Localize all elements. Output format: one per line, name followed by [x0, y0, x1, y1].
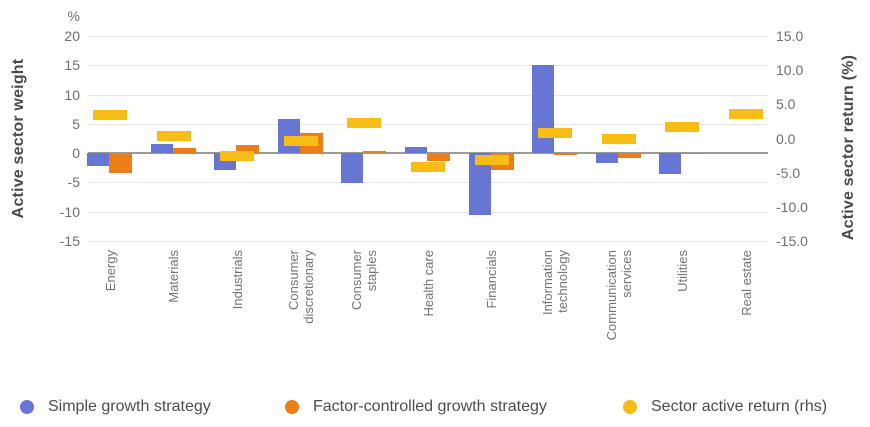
- left-axis-tick-label: 15: [64, 57, 80, 74]
- dash-sector-active-return: [474, 154, 509, 165]
- category-label: Utilities: [674, 250, 690, 292]
- gridline: [88, 211, 768, 213]
- dash-sector-active-return: [220, 151, 255, 162]
- category-label: Materials: [166, 250, 182, 303]
- dash-sector-active-return: [411, 161, 445, 172]
- dash-sector-active-return: [283, 135, 318, 146]
- left-axis-tick-label: 5: [72, 115, 80, 132]
- left-axis-tick-label: -10: [59, 203, 80, 220]
- gridline: [88, 65, 768, 67]
- legend-label: Sector active return (rhs): [651, 398, 828, 415]
- category-label: Health care: [420, 250, 436, 317]
- right-axis-tick-label: -10.0: [776, 198, 808, 215]
- legend-label: Factor-controlled growth strategy: [313, 398, 547, 415]
- bar-factor-controlled: [427, 153, 450, 162]
- bar-factor-controlled: [681, 153, 705, 155]
- right-axis-tick-label: 0.0: [776, 130, 796, 147]
- category-label: Energy: [102, 250, 118, 292]
- factor-controlled-legend-dot-icon: [285, 400, 299, 414]
- bar-simple-growth: [87, 153, 109, 167]
- left-axis-unit-label: %: [67, 8, 80, 24]
- dash-sector-active-return: [729, 108, 763, 119]
- right-axis-tick-label: 10.0: [776, 62, 804, 79]
- legend-item-sector-active-return: Sector active return (rhs): [623, 394, 827, 420]
- dash-sector-active-return: [156, 131, 191, 142]
- left-axis-tick-label: -5: [67, 174, 80, 191]
- category-label: Communication services: [603, 250, 634, 341]
- bar-simple-growth: [405, 146, 427, 154]
- category-label: Industrials: [229, 250, 245, 310]
- left-axis-title: Active sector weight: [10, 58, 27, 219]
- bar-simple-growth: [341, 153, 364, 183]
- bar-simple-growth: [659, 153, 682, 174]
- left-axis-tick-label: -15: [59, 233, 80, 249]
- bar-factor-controlled: [109, 153, 132, 174]
- legend-item-simple-growth: Simple growth strategy: [20, 394, 211, 420]
- dash-sector-active-return: [601, 133, 636, 144]
- bar-factor-controlled: [363, 150, 387, 154]
- right-axis-tick-label: -15.0: [776, 233, 808, 249]
- bar-simple-growth: [150, 143, 173, 154]
- category-label: Consumer discretionary: [285, 250, 316, 324]
- legend: Simple growth strategy Factor-controlled…: [0, 394, 870, 420]
- category-label: Consumer staples: [349, 250, 380, 310]
- right-axis-tick-label: 5.0: [776, 96, 796, 113]
- bar-factor-controlled: [236, 144, 260, 154]
- dash-sector-active-return: [93, 110, 127, 121]
- bar-simple-growth: [468, 153, 491, 216]
- bar-simple-growth: [595, 153, 618, 164]
- bar-factor-controlled: [617, 153, 641, 158]
- gridline: [88, 241, 768, 242]
- bar-factor-controlled: [554, 153, 578, 156]
- gridline: [88, 123, 768, 125]
- right-axis-tick-label: 15.0: [776, 28, 804, 44]
- dash-sector-active-return: [538, 128, 573, 139]
- category-label: Real estate: [738, 250, 754, 316]
- legend-item-factor-controlled-growth: Factor-controlled growth strategy: [285, 394, 547, 420]
- dash-sector-active-return: [665, 121, 700, 132]
- bar-simple-growth: [532, 65, 555, 154]
- legend-label: Simple growth strategy: [48, 398, 211, 415]
- gridline: [88, 94, 768, 96]
- left-axis-tick-label: 20: [64, 28, 80, 44]
- right-axis-title: Active sector return (%): [840, 54, 857, 241]
- left-axis-tick-label: 10: [64, 86, 80, 103]
- right-axis-tick-label: -5.0: [776, 164, 801, 181]
- gridline: [88, 36, 768, 37]
- category-label: Information technology: [540, 250, 571, 316]
- dash-sector-active-return: [347, 118, 382, 129]
- simple-growth-legend-dot-icon: [20, 400, 34, 414]
- category-label: Financials: [484, 250, 500, 309]
- left-axis-tick-label: 0: [72, 145, 80, 162]
- sector-active-return-legend-dot-icon: [623, 400, 637, 414]
- bar-factor-controlled: [172, 148, 196, 154]
- gridline: [88, 182, 768, 184]
